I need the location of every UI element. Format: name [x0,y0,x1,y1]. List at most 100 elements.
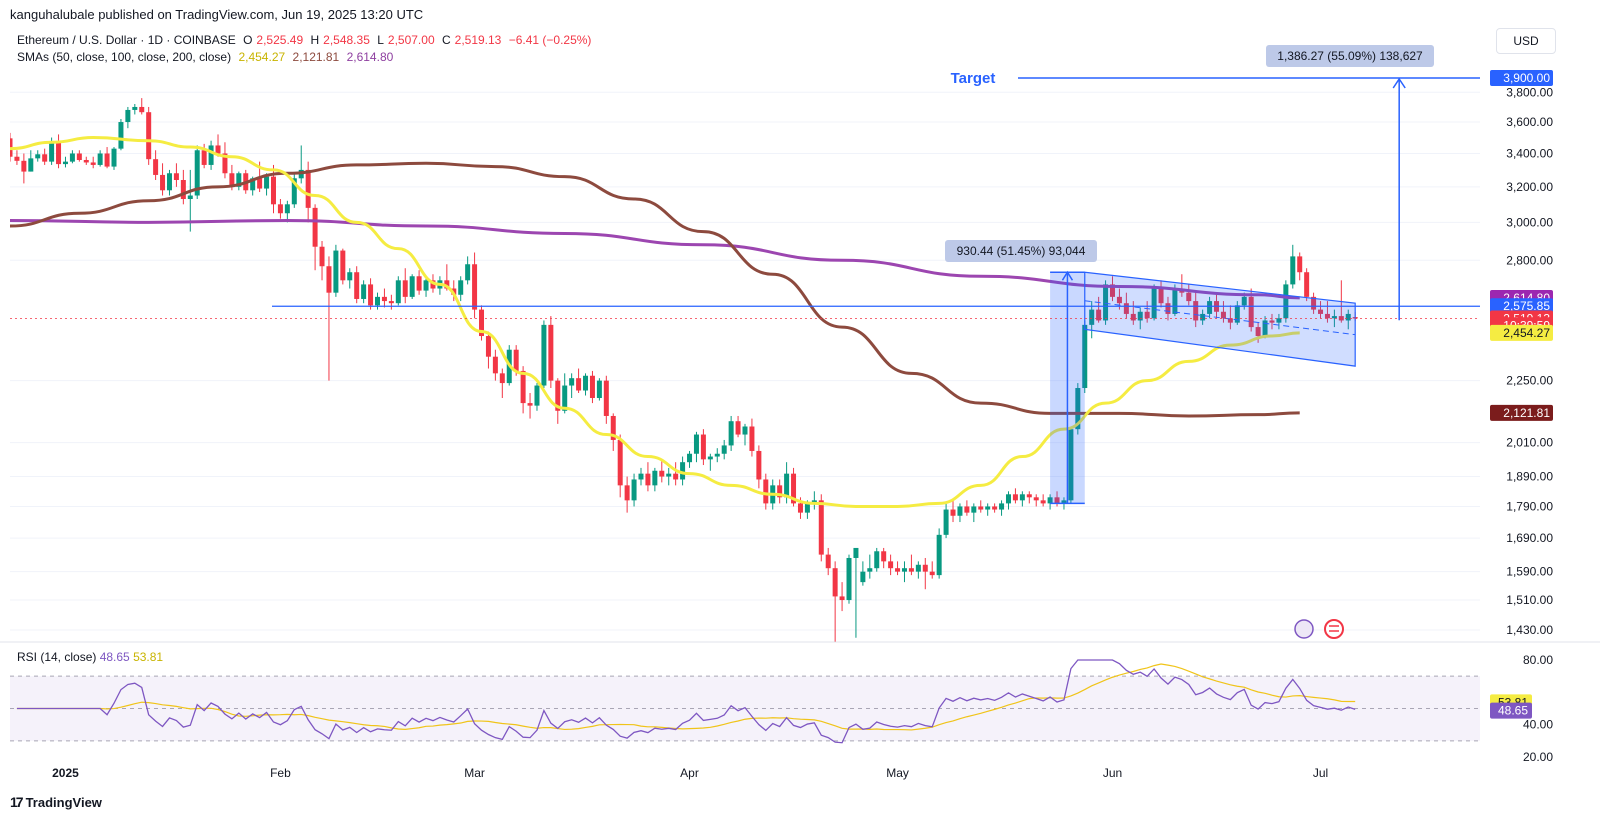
candle-body [1012,494,1018,501]
candle-body [680,462,686,480]
candle-body [1110,284,1115,297]
candle-body [1158,288,1164,304]
candle-body [832,568,838,597]
rsi-line [16,659,1356,744]
price-tick-label: 1,590.00 [1506,565,1553,579]
sma-label: SMAs (50, close, 100, close, 200, close) [17,50,232,64]
candle-body [1054,497,1060,504]
candle-body [201,150,207,165]
candle-body [146,112,152,160]
candle-body [971,506,977,513]
tradingview-logo[interactable]: 17 TradingView [10,794,102,810]
flag-icon [1324,619,1344,639]
price-badge-bg [1490,298,1553,315]
candle-body [638,473,644,480]
price-badge-text: 2,454.27 [1503,326,1550,340]
candle-body [1345,313,1351,321]
candle-body [485,336,491,357]
currency-button[interactable]: USD [1496,28,1556,54]
sma50-line [10,136,1300,508]
candle-body [465,264,471,281]
candle-body [1220,311,1226,319]
candle-body [1227,318,1233,323]
time-tick-label: Mar [464,766,485,780]
candle-body [395,280,401,304]
candle-body [277,204,283,214]
candle-body [617,439,623,486]
tradingview-icon: 17 [10,794,24,810]
price-tick-label: 3,200.00 [1506,180,1553,194]
rsi-badge-bg [1490,702,1532,719]
sma50-value: 2,454.27 [238,50,286,64]
candle-body [388,301,394,304]
candle-body [881,551,887,562]
candle-body [298,169,304,179]
open-value: 2,525.49 [256,33,304,47]
candle-body [1033,497,1039,501]
candle-body [784,473,790,498]
sma-legend[interactable]: SMAs (50, close, 100, close, 200, close)… [17,50,397,64]
bull-flag-channel [1084,271,1356,367]
candle-body [1144,311,1150,319]
candle-body [1331,316,1337,319]
price-tick-label: 3,600.00 [1506,115,1553,129]
candle-body [132,106,138,110]
candle-body [83,159,89,163]
candle-body [62,161,68,165]
price-badge: 2,575.85 [1490,298,1553,315]
candle-body [908,568,914,572]
candle-body [270,176,276,205]
candle-body [1075,388,1081,430]
candle-body [312,207,318,247]
candle-body [950,509,956,516]
price-tick-label: 1,430.00 [1506,623,1553,637]
candle-body [173,173,179,181]
candle-body [444,280,450,289]
candle-body [361,284,367,299]
candle-body [839,596,845,601]
candle-body [69,153,75,162]
candle-body [42,154,48,162]
symbol-legend[interactable]: Ethereum / U.S. Dollar · 1D · COINBASE O… [17,33,595,47]
candle-body [589,375,595,399]
candle-body [35,154,41,159]
price-tick-label: 3,400.00 [1506,146,1553,160]
flagpole-arrowhead [1061,270,1074,281]
event-icon [1294,619,1314,639]
low-label: L [377,33,384,47]
candle-body [943,509,949,535]
candle-body [915,564,921,572]
candle-body [222,153,228,174]
candle-body [569,378,575,386]
publisher-line: kanguhalubale published on TradingView.c… [10,7,424,22]
candle-body [929,571,935,576]
time-tick-label: 2025 [52,766,79,780]
candle-body [721,445,727,454]
rsi-badge: 48.65 [1490,702,1532,719]
candle-body [111,148,117,167]
candle-body [888,561,894,569]
price-tick-label: 2,250.00 [1506,374,1553,388]
candle-body [1311,296,1317,310]
candle-body [576,378,582,391]
candle-body [1130,313,1136,321]
candle-body [472,264,478,310]
candle-body [347,272,353,281]
rsi-legend[interactable]: RSI (14, close) 48.65 53.81 [17,650,163,664]
price-tick-label: 3,000.00 [1506,215,1553,229]
candle-body [257,178,263,189]
close-label: C [441,33,451,47]
candle-body [1116,296,1122,304]
candle-body [215,145,221,154]
time-tick-label: Feb [270,766,291,780]
candle-body [180,180,186,200]
candle-body [666,473,672,477]
candle-body [49,142,55,162]
brand-label: TradingView [25,794,102,810]
candle-body [1255,327,1261,337]
candle-body [1290,256,1296,285]
candle-body [583,375,589,391]
price-tick-label: 3,800.00 [1506,85,1553,99]
candle-body [1026,494,1032,498]
